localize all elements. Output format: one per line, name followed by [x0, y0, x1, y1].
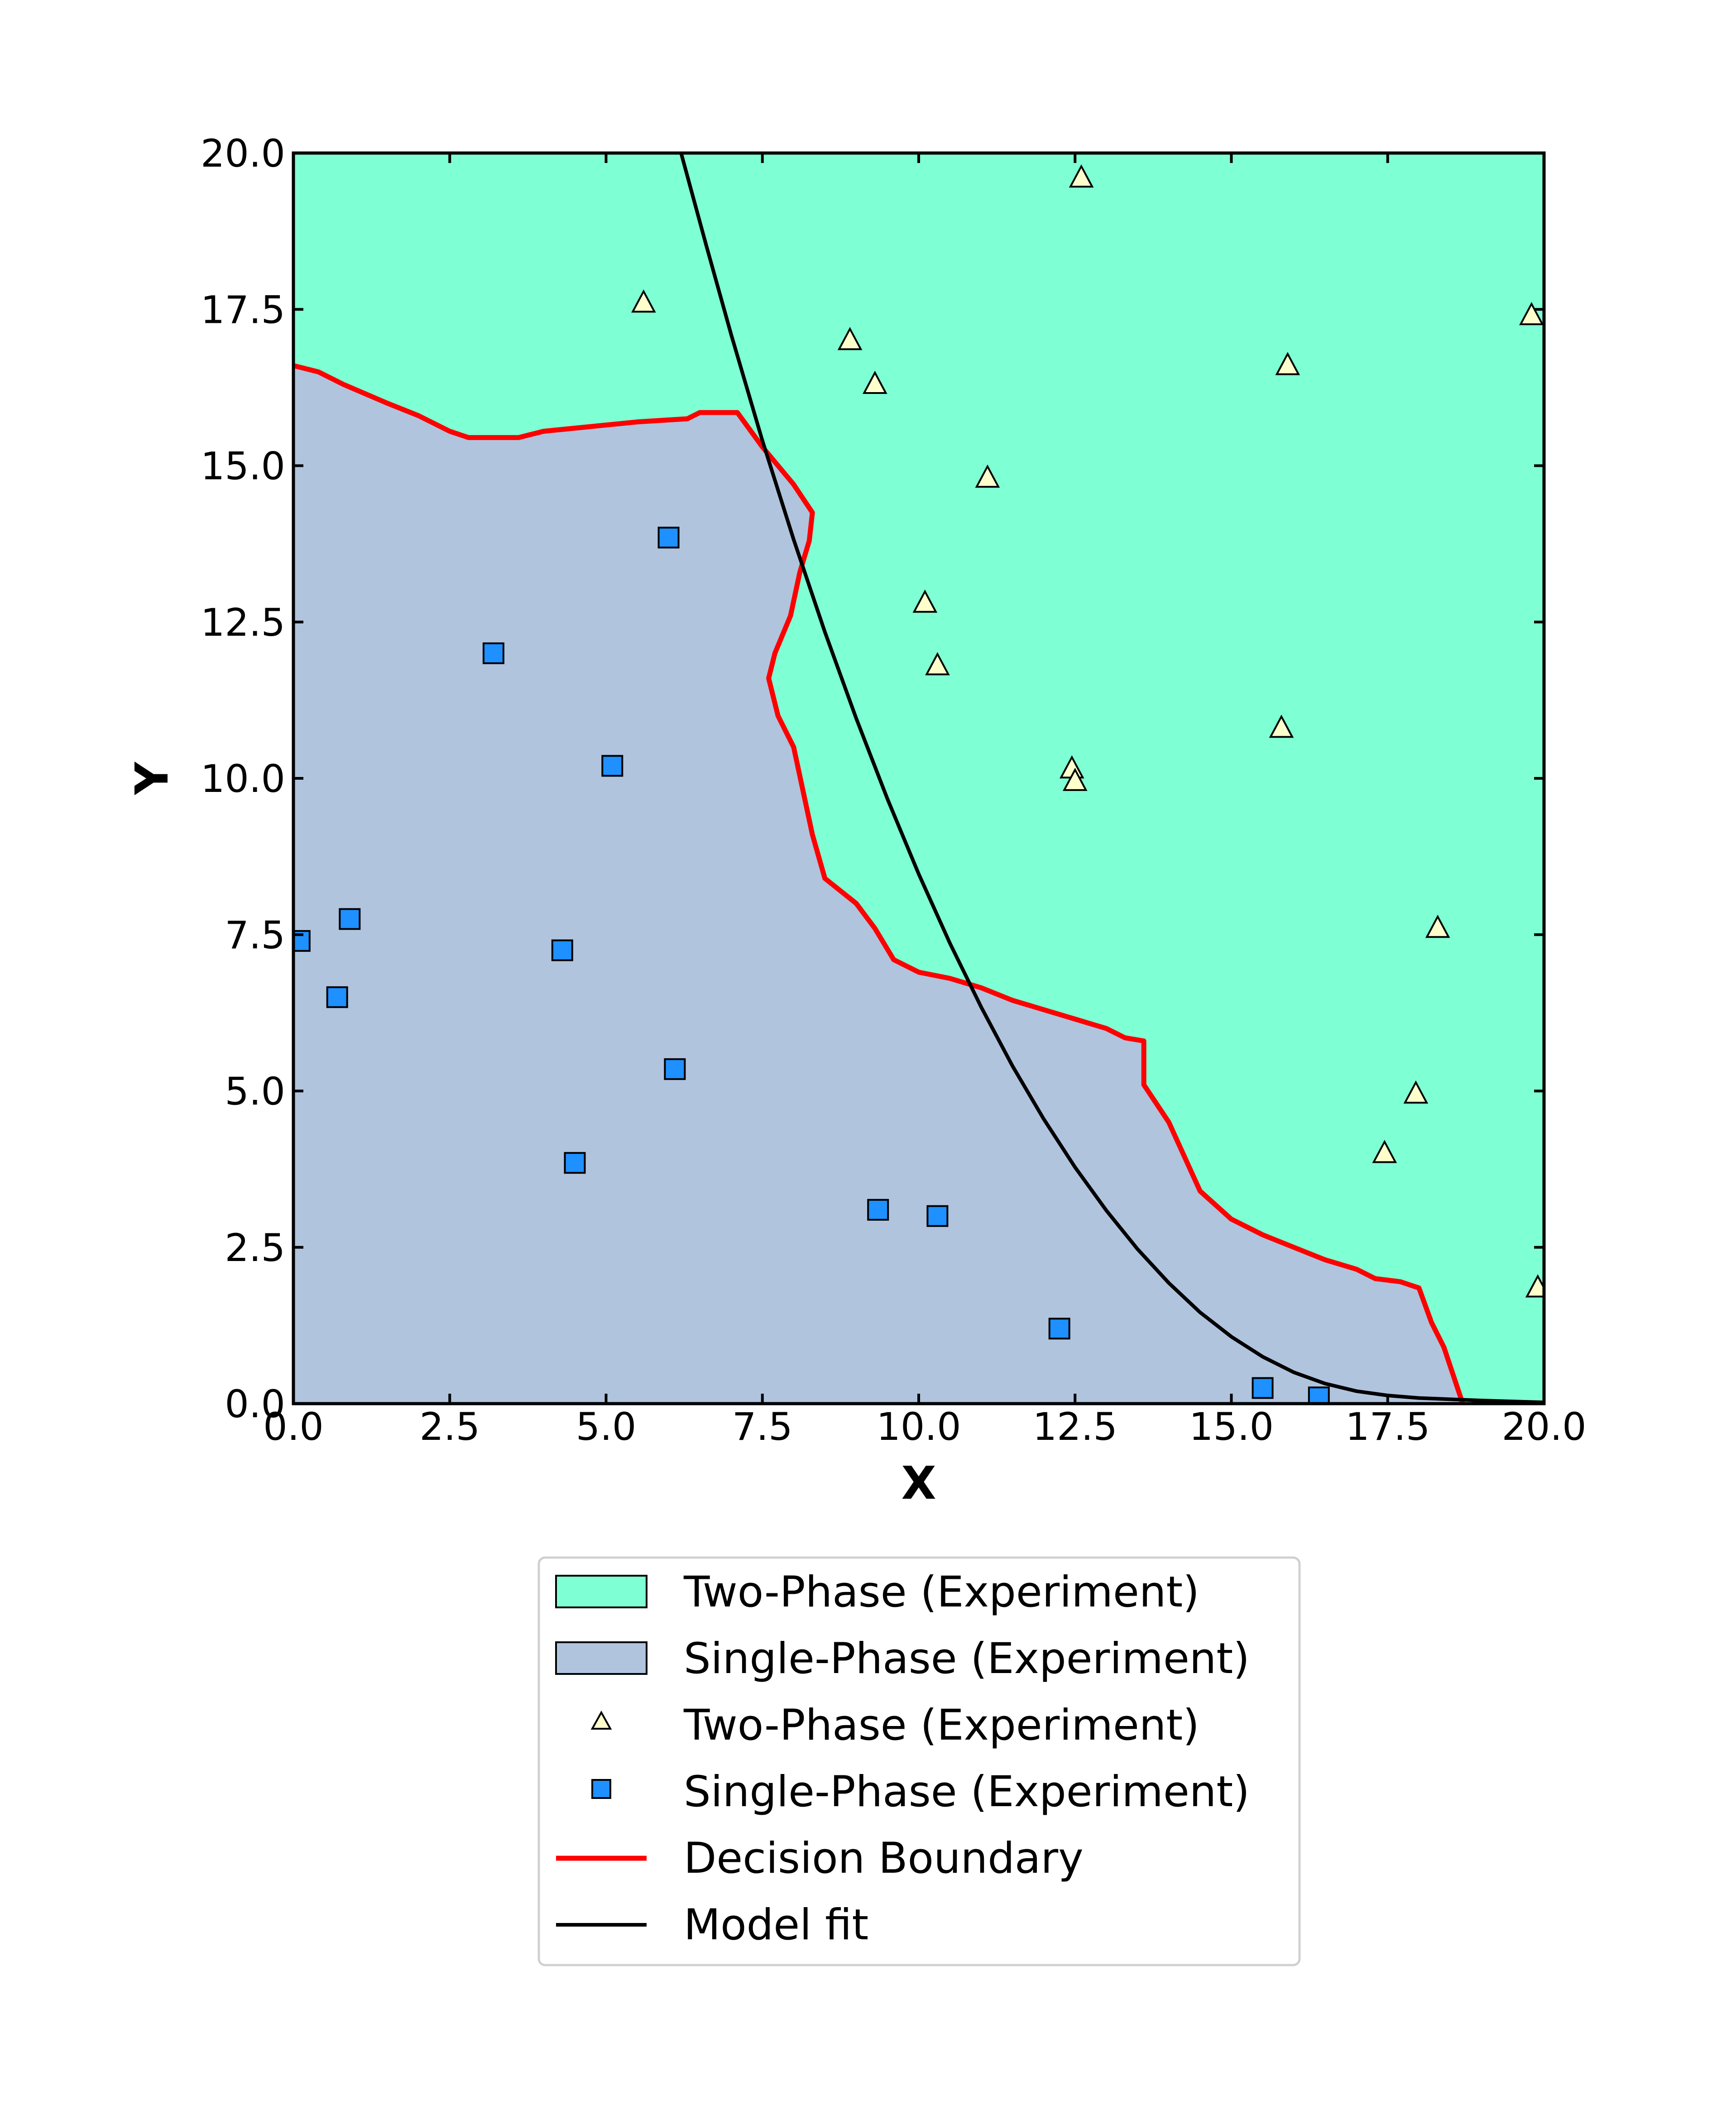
x-tick-label: 10.0 — [876, 1405, 961, 1449]
two-phase-point — [912, 590, 938, 613]
x-tick-label: 20.0 — [1501, 1405, 1586, 1449]
two-phase-point — [837, 327, 863, 350]
two-phase-point — [1269, 714, 1294, 738]
x-tick-label: 7.5 — [732, 1405, 793, 1449]
y-tick-labels: 0.0 2.5 5.0 7.5 10.0 12.5 15.0 17.5 20.0 — [201, 131, 285, 1426]
two-phase-point — [1425, 915, 1450, 938]
y-tick-label: 20.0 — [201, 131, 285, 176]
single-phase-point — [1252, 1377, 1274, 1399]
legend-swatch-single-phase-region — [555, 1641, 647, 1675]
single-phase-point — [867, 1199, 889, 1221]
y-tick-label: 12.5 — [201, 600, 285, 645]
legend-label-two-phase-region: Two-Phase (Experiment) — [683, 1568, 1199, 1617]
single-phase-point — [1048, 1318, 1070, 1340]
single-phase-point — [482, 642, 504, 664]
y-axis-label: Y — [125, 761, 178, 795]
single-phase-point — [601, 755, 623, 777]
legend: Two-Phase (Experiment) Single-Phase (Exp… — [537, 1556, 1301, 1966]
legend-label-decision-boundary: Decision Boundary — [684, 1834, 1084, 1883]
y-tick-label: 17.5 — [201, 288, 285, 332]
x-tick-label: 15.0 — [1189, 1405, 1274, 1449]
single-phase-region — [293, 365, 1463, 1404]
single-phase-point — [551, 939, 573, 961]
two-phase-point — [1062, 767, 1088, 791]
two-phase-point — [862, 370, 887, 394]
model-fit-line — [679, 153, 1544, 1404]
single-phase-point — [326, 986, 348, 1008]
x-tick-label: 5.0 — [576, 1405, 637, 1449]
two-phase-point — [631, 289, 656, 313]
single-phase-point — [339, 908, 361, 930]
two-phase-point — [1069, 164, 1094, 188]
single-phase-point — [664, 1058, 686, 1080]
x-tick-label: 17.5 — [1345, 1405, 1430, 1449]
two-phase-point — [975, 464, 1000, 488]
single-phase-points — [293, 527, 1330, 1404]
legend-label-two-phase-points: Two-Phase (Experiment) — [683, 1701, 1199, 1750]
two-phase-point — [1275, 352, 1300, 375]
single-phase-point — [1308, 1386, 1330, 1404]
x-axis-label: X — [901, 1457, 936, 1510]
y-tick-label: 0.0 — [225, 1382, 285, 1426]
y-tick-label: 5.0 — [225, 1069, 285, 1114]
x-tick-labels: 0.0 2.5 5.0 7.5 10.0 12.5 15.0 17.5 20.0 — [263, 1405, 1586, 1449]
single-phase-point — [564, 1152, 586, 1174]
two-phase-point — [925, 652, 950, 676]
y-tick-label: 7.5 — [225, 913, 285, 957]
legend-frame — [537, 1556, 1301, 1966]
two-phase-point — [1372, 1140, 1397, 1163]
y-tick-label: 10.0 — [201, 757, 285, 801]
two-phase-points — [631, 164, 1544, 1298]
legend-label-model-fit: Model fit — [684, 1900, 868, 1950]
single-phase-point — [657, 527, 680, 549]
legend-marker-two-phase-points — [590, 1710, 612, 1730]
y-tick-label: 15.0 — [201, 444, 285, 489]
plot-area — [293, 153, 1544, 1404]
x-tick-label: 0.0 — [263, 1405, 324, 1449]
legend-swatch-two-phase-region — [555, 1575, 647, 1608]
two-phase-point — [1519, 302, 1544, 326]
single-phase-point — [926, 1205, 949, 1227]
axis-ticks — [292, 152, 1545, 1405]
y-tick-label: 2.5 — [225, 1226, 285, 1270]
legend-marker-single-phase-points — [591, 1779, 611, 1799]
legend-label-single-phase-region: Single-Phase (Experiment) — [684, 1634, 1250, 1683]
decision-boundary-line — [293, 363, 1465, 1404]
x-tick-label: 2.5 — [419, 1405, 480, 1449]
legend-label-single-phase-points: Single-Phase (Experiment) — [684, 1767, 1250, 1817]
two-phase-point — [1403, 1080, 1429, 1104]
x-tick-label: 12.5 — [1033, 1405, 1117, 1449]
